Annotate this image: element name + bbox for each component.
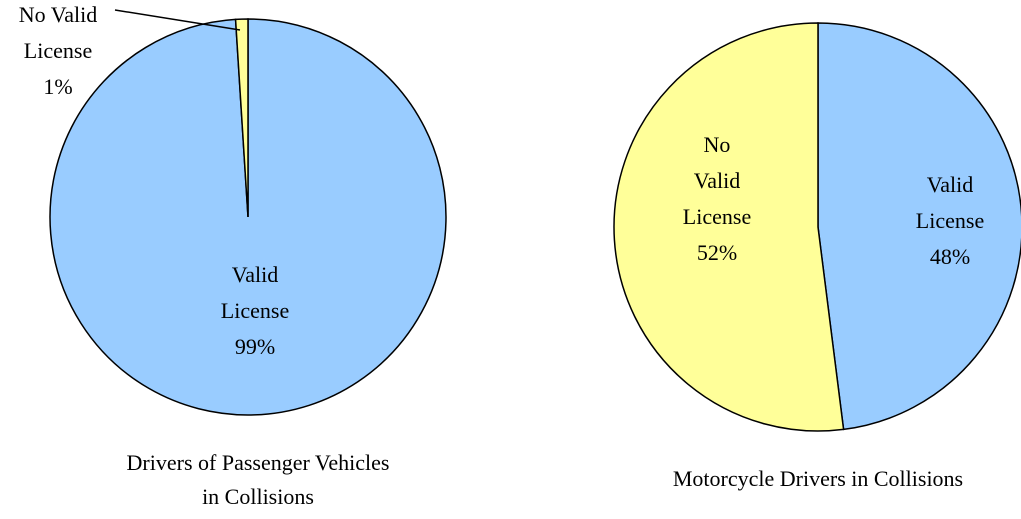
pie-slice: [613, 22, 845, 432]
slice-label: Valid License: [221, 262, 289, 323]
pie-slice: [234, 18, 249, 218]
slice-value-label: 48%: [930, 244, 970, 269]
slice-value-label: 1%: [43, 74, 72, 99]
slice-label: No Valid License: [19, 2, 97, 63]
slice-value-label: 52%: [697, 240, 737, 265]
slice-label: Valid License: [916, 172, 984, 233]
slice-value-label: 99%: [235, 334, 275, 359]
leader-line: [114, 9, 241, 31]
chart-title: Drivers of Passenger Vehicles in Collisio…: [127, 450, 390, 509]
slice-label: No Valid License: [683, 132, 751, 229]
chart-title: Motorcycle Drivers in Collisions: [673, 466, 963, 491]
pie-slice: [817, 22, 1021, 431]
